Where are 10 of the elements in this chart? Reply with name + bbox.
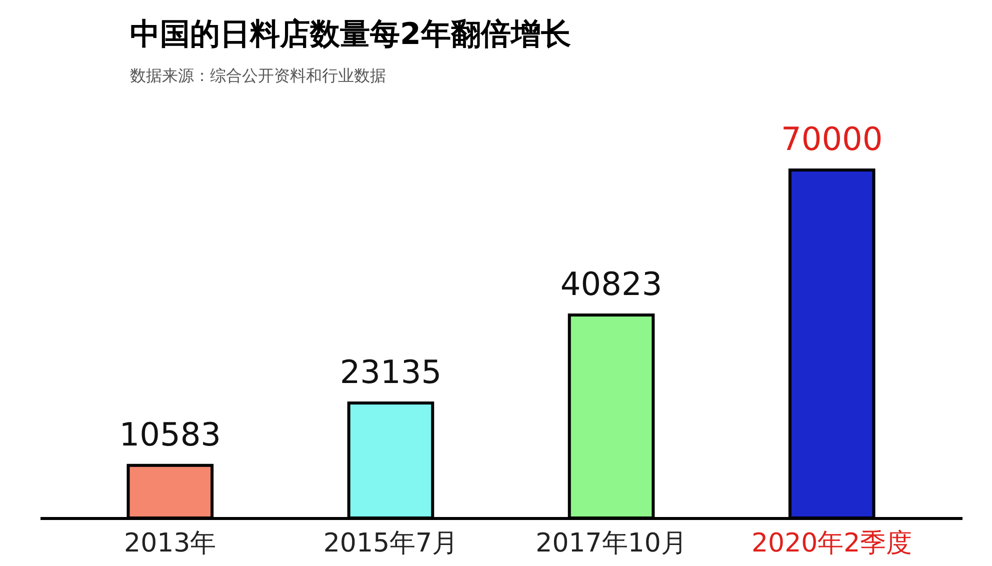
data-label: 70000 (780, 120, 883, 158)
x-tick-label: 2020年2季度 (752, 528, 912, 558)
chart-subtitle: 数据来源：综合公开资料和行业数据 (130, 66, 386, 85)
x-tick-label: 2015年7月 (323, 528, 458, 558)
data-label: 23135 (340, 352, 442, 391)
x-tick-label: 2017年10月 (536, 528, 687, 558)
data-label: 10583 (119, 415, 222, 454)
x-tick-label: 2013年 (124, 528, 216, 558)
data-label: 40823 (560, 265, 662, 304)
chart-title: 中国的日料店数量每2年翻倍增长 (130, 17, 571, 52)
